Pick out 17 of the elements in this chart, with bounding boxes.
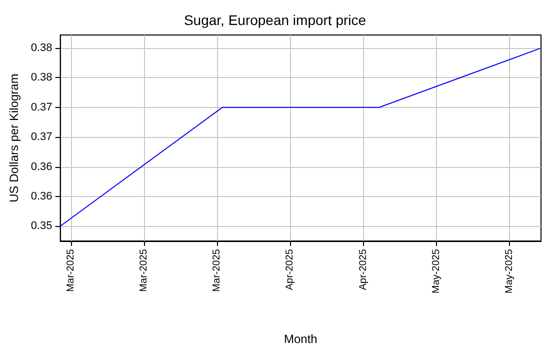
y-tick-label: 0.35 <box>30 220 52 232</box>
y-tick-label: 0.37 <box>30 131 52 144</box>
x-tick-label: Mar-2025 <box>138 248 150 292</box>
y-tick-label: 0.36 <box>30 190 52 202</box>
x-tick-label: Apr-2025 <box>358 248 369 290</box>
y-tick-label: 0.36 <box>30 160 52 173</box>
x-tick-label: Mar-2025 <box>212 248 223 292</box>
x-tick-label: Apr-2025 <box>284 248 296 290</box>
chart-title: Sugar, European import price <box>184 12 366 28</box>
x-axis-title: Month <box>284 332 318 346</box>
x-tick-label: May-2025 <box>431 248 442 294</box>
y-axis-title: US Dollars per Kilogram <box>7 74 21 202</box>
x-tick-label: May-2025 <box>504 248 516 294</box>
y-tick-label: 0.38 <box>30 72 52 84</box>
x-tick-label: Mar-2025 <box>65 248 76 292</box>
y-tick-label: 0.37 <box>30 101 52 114</box>
y-tick-label: 0.38 <box>30 42 52 54</box>
